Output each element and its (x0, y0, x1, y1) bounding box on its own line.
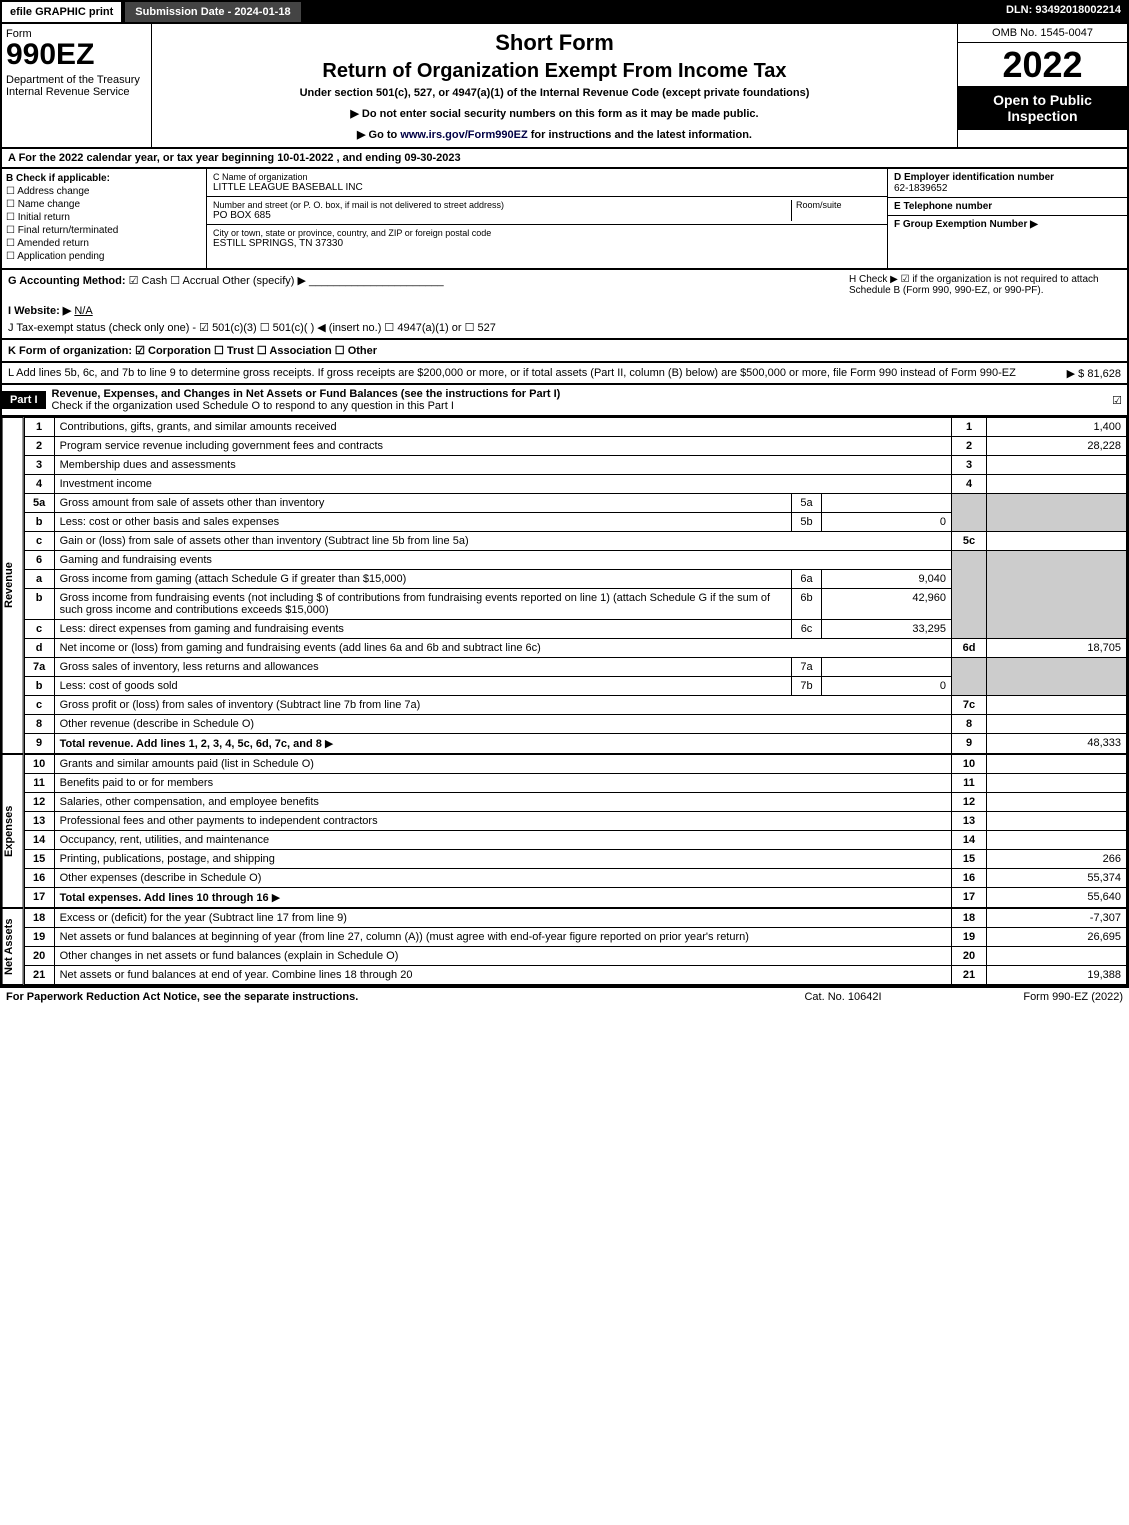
line-21: 21Net assets or fund balances at end of … (24, 966, 1126, 985)
revenue-side-label: Revenue (2, 417, 24, 754)
footer: For Paperwork Reduction Act Notice, see … (0, 987, 1129, 1006)
org-name: LITTLE LEAGUE BASEBALL INC (213, 182, 881, 193)
line-6: 6Gaming and fundraising events (24, 551, 1126, 570)
line-4: 4Investment income4 (24, 475, 1126, 494)
line-15: 15Printing, publications, postage, and s… (24, 850, 1126, 869)
under-section: Under section 501(c), 527, or 4947(a)(1)… (158, 87, 951, 99)
line-17: 17Total expenses. Add lines 10 through 1… (24, 888, 1126, 908)
city-label: City or town, state or province, country… (213, 228, 881, 238)
info-block: B Check if applicable: ☐ Address change … (0, 169, 1129, 270)
efile-print-label[interactable]: efile GRAPHIC print (0, 0, 123, 24)
org-name-label: C Name of organization (213, 172, 881, 182)
line-7c: cGross profit or (loss) from sales of in… (24, 696, 1126, 715)
top-bar: efile GRAPHIC print Submission Date - 20… (0, 0, 1129, 24)
line-11: 11Benefits paid to or for members11 (24, 774, 1126, 793)
dln: DLN: 93492018002214 (998, 0, 1129, 24)
i-label: I Website: ▶ (8, 305, 71, 317)
header-mid: Short Form Return of Organization Exempt… (152, 24, 957, 147)
room-label: Room/suite (796, 200, 881, 210)
goto-note: ▶ Go to www.irs.gov/Form990EZ for instru… (158, 128, 951, 141)
chk-amended[interactable]: ☐ Amended return (6, 238, 202, 249)
box-c: C Name of organization LITTLE LEAGUE BAS… (207, 169, 887, 268)
tel-label: E Telephone number (894, 201, 1121, 212)
h-text: H Check ▶ ☑ if the organization is not r… (841, 274, 1121, 296)
l-row: L Add lines 5b, 6c, and 7b to line 9 to … (0, 363, 1129, 385)
chk-final-return[interactable]: ☐ Final return/terminated (6, 225, 202, 236)
grp-label: F Group Exemption Number ▶ (894, 219, 1121, 230)
street-label: Number and street (or P. O. box, if mail… (213, 200, 791, 210)
footer-right: Form 990-EZ (2022) (943, 991, 1123, 1003)
l-text: L Add lines 5b, 6c, and 7b to line 9 to … (8, 367, 1016, 379)
dept-label: Department of the Treasury Internal Reve… (6, 74, 147, 98)
chk-initial-return[interactable]: ☐ Initial return (6, 212, 202, 223)
tax-year: 2022 (958, 43, 1127, 86)
box-d: D Employer identification number 62-1839… (887, 169, 1127, 268)
line-10: 10Grants and similar amounts paid (list … (24, 755, 1126, 774)
l-val: ▶ $ 81,628 (1067, 367, 1121, 380)
line-18: 18Excess or (deficit) for the year (Subt… (24, 909, 1126, 928)
line-1: 1Contributions, gifts, grants, and simil… (24, 418, 1126, 437)
form-header: Form 990EZ Department of the Treasury In… (0, 24, 1129, 149)
line-5a: 5aGross amount from sale of assets other… (24, 494, 1126, 513)
expenses-section: Expenses 10Grants and similar amounts pa… (0, 754, 1129, 908)
chk-address-change[interactable]: ☐ Address change (6, 186, 202, 197)
box-b: B Check if applicable: ☐ Address change … (2, 169, 207, 268)
omb-number: OMB No. 1545-0047 (958, 24, 1127, 43)
part1-check: Check if the organization used Schedule … (52, 400, 454, 412)
line-6d: dNet income or (loss) from gaming and fu… (24, 639, 1126, 658)
line-16: 16Other expenses (describe in Schedule O… (24, 869, 1126, 888)
ein: 62-1839652 (894, 183, 1121, 194)
revenue-section: Revenue 1Contributions, gifts, grants, a… (0, 417, 1129, 754)
i-val: N/A (74, 305, 92, 317)
open-to-public: Open to Public Inspection (958, 86, 1127, 130)
ein-label: D Employer identification number (894, 172, 1121, 183)
part1-check-val[interactable]: ☑ (1107, 394, 1127, 407)
return-title: Return of Organization Exempt From Incom… (158, 60, 951, 83)
form-number: 990EZ (6, 40, 147, 70)
g-label: G Accounting Method: (8, 275, 126, 287)
part1-title: Revenue, Expenses, and Changes in Net As… (52, 388, 561, 400)
row-a-tax-year: A For the 2022 calendar year, or tax yea… (0, 149, 1129, 169)
footer-mid: Cat. No. 10642I (743, 991, 943, 1003)
chk-name-change[interactable]: ☐ Name change (6, 199, 202, 210)
footer-left: For Paperwork Reduction Act Notice, see … (6, 991, 743, 1003)
j-text: J Tax-exempt status (check only one) - ☑… (8, 321, 1121, 334)
line-13: 13Professional fees and other payments t… (24, 812, 1126, 831)
line-19: 19Net assets or fund balances at beginni… (24, 928, 1126, 947)
line-2: 2Program service revenue including gover… (24, 437, 1126, 456)
submission-date: Submission Date - 2024-01-18 (123, 0, 302, 24)
line-9: 9Total revenue. Add lines 1, 2, 3, 4, 5c… (24, 734, 1126, 754)
line-12: 12Salaries, other compensation, and empl… (24, 793, 1126, 812)
line-7a: 7aGross sales of inventory, less returns… (24, 658, 1126, 677)
short-form-title: Short Form (158, 30, 951, 56)
g-opts: ☑ Cash ☐ Accrual Other (specify) ▶ (129, 275, 306, 287)
netassets-side-label: Net Assets (2, 908, 24, 985)
part1-label: Part I (2, 391, 46, 409)
expenses-side-label: Expenses (2, 754, 24, 908)
misc-block: G Accounting Method: ☑ Cash ☐ Accrual Ot… (0, 270, 1129, 340)
line-14: 14Occupancy, rent, utilities, and mainte… (24, 831, 1126, 850)
line-8: 8Other revenue (describe in Schedule O)8 (24, 715, 1126, 734)
irs-link[interactable]: www.irs.gov/Form990EZ (400, 129, 527, 141)
k-row: K Form of organization: ☑ Corporation ☐ … (0, 340, 1129, 363)
header-left: Form 990EZ Department of the Treasury In… (2, 24, 152, 147)
netassets-section: Net Assets 18Excess or (deficit) for the… (0, 908, 1129, 987)
part1-header: Part I Revenue, Expenses, and Changes in… (0, 385, 1129, 417)
line-20: 20Other changes in net assets or fund ba… (24, 947, 1126, 966)
header-right: OMB No. 1545-0047 2022 Open to Public In… (957, 24, 1127, 147)
line-3: 3Membership dues and assessments3 (24, 456, 1126, 475)
box-b-title: B Check if applicable: (6, 173, 202, 184)
street: PO BOX 685 (213, 210, 791, 221)
city: ESTILL SPRINGS, TN 37330 (213, 238, 881, 249)
ssn-note: ▶ Do not enter social security numbers o… (158, 107, 951, 120)
line-5c: cGain or (loss) from sale of assets othe… (24, 532, 1126, 551)
chk-app-pending[interactable]: ☐ Application pending (6, 251, 202, 262)
